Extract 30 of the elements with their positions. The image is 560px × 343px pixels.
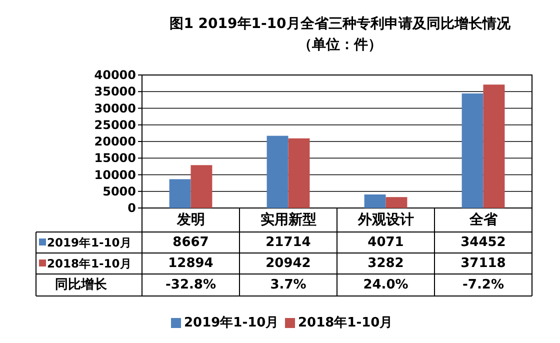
text: 3.7% <box>270 278 306 292</box>
x-tick-label: 全省 <box>468 212 498 228</box>
x-tick-label: 外观设计 <box>356 212 414 228</box>
x-tick-label: 实用新型 <box>260 211 316 228</box>
data-label: 8667 <box>172 235 209 250</box>
y-tick-label: 10000 <box>94 168 136 182</box>
y-tick-label: 40000 <box>94 68 136 82</box>
y-tick-label: 30000 <box>94 101 136 116</box>
y-tick-label: 35000 <box>94 84 136 99</box>
data-label: 12894 <box>168 256 214 271</box>
legend-label: 2018年1-10月 <box>47 256 132 270</box>
data-label: 21714 <box>266 235 311 250</box>
text: 同比增长 <box>55 278 108 292</box>
y-tick-label: 15000 <box>94 151 136 166</box>
chart-subtitle: （单位：件） <box>298 37 382 53</box>
y-tick-label: 25000 <box>94 118 136 132</box>
text: -32.8% <box>166 278 216 292</box>
text: -7.2% <box>462 278 504 292</box>
data-label: 20942 <box>266 256 311 271</box>
data-label: 3282 <box>368 256 404 271</box>
y-tick-label: 20000 <box>94 134 136 148</box>
chart-title: 图1 2019年1-10月全省三种专利申请及同比增长情况 <box>170 15 512 32</box>
data-label: 4071 <box>368 235 404 250</box>
legend-label: 2019年1-10月 <box>47 236 132 250</box>
x-tick-label: 发明 <box>176 212 205 228</box>
text: 24.0% <box>363 278 408 292</box>
data-label: 37118 <box>460 256 506 271</box>
y-tick-label: 0 <box>128 201 136 215</box>
data-label: 34452 <box>460 235 506 250</box>
y-tick-label: 5000 <box>102 184 136 198</box>
